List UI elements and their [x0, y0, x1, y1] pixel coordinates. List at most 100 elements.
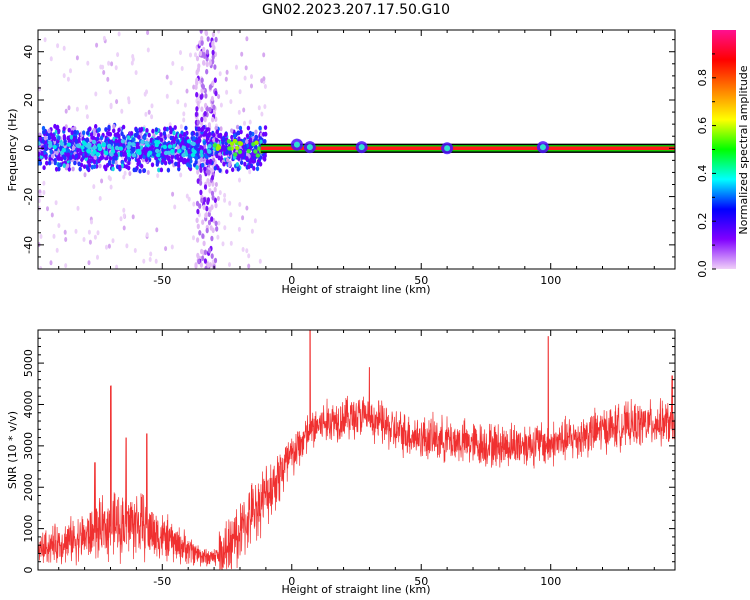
spectrogram-speck [228, 262, 231, 268]
spectrogram-noise-cell [166, 167, 171, 173]
spectrogram-speck [39, 234, 43, 239]
spectrogram-noise-cell [42, 129, 47, 135]
spectrogram-noise-cell [259, 139, 263, 145]
spectrogram-streak-speck [203, 258, 207, 264]
spectrogram-speck [90, 219, 93, 225]
spectrogram-speck [87, 229, 91, 235]
spectrogram-noise-cell [136, 142, 140, 148]
spectrogram-speck [125, 243, 129, 249]
spectrogram-streak-speck [207, 122, 211, 128]
spectrogram-speck [128, 171, 132, 177]
spectrogram-noise-cell [258, 161, 263, 167]
spectrogram-streak-speck [211, 40, 215, 47]
spectrogram-speck [100, 178, 104, 184]
spectrogram-noise-cell [184, 125, 188, 131]
spectrogram-speck [148, 257, 152, 262]
spectrogram-noise-cell [254, 129, 258, 135]
spectrogram-streak-speck [207, 247, 212, 254]
spectrogram-speck [147, 109, 151, 115]
spectrogram-speck [176, 99, 180, 105]
spectrogram-noise-cell [183, 157, 187, 163]
spectrogram-x-tick-label: 50 [414, 274, 428, 287]
spectrogram-speck [105, 244, 108, 250]
spectrogram-speck [243, 120, 246, 126]
spectrogram-streak-speck [213, 186, 217, 193]
spectrogram-noise-cell [258, 125, 262, 131]
spectrogram-speck [263, 84, 267, 89]
spectrogram-streak-speck [210, 253, 214, 259]
spectrogram-speck [247, 263, 251, 269]
spectrogram-streak-speck [211, 195, 215, 201]
colorbar: 0.0 0.2 0.4 0.6 0.8 Normalized spectral ampl… [696, 30, 750, 278]
snr-y-axis-label: SNR (10 * v/v) [6, 411, 19, 489]
colorbar-ticks: 0.0 0.2 0.4 0.6 0.8 [696, 53, 716, 278]
spectrogram-bright-cell [81, 140, 86, 145]
spectrogram-noise-cell [201, 125, 205, 131]
spectrogram-noise-cell [108, 139, 113, 145]
spectrogram-bright-cell [131, 142, 136, 147]
spectrogram-speck [223, 192, 227, 198]
colorbar-label: Normalized spectral amplitude [737, 65, 750, 234]
colorbar-tick-label: 0.6 [696, 117, 709, 135]
spectrogram-bright-cell [212, 143, 218, 148]
spectrogram-speck [179, 172, 183, 178]
spectrogram-bright-cell [170, 148, 175, 154]
spectrogram-speck [49, 56, 53, 62]
spectrogram-speck [216, 196, 220, 201]
spectrogram-speck [219, 102, 223, 108]
spectrogram-noise-cell [263, 125, 268, 130]
spectrogram-speck [109, 184, 113, 190]
spectrogram-bright-cell [75, 143, 81, 148]
spectrogram-streak-speck [199, 262, 203, 268]
spectrogram-noise-cell [77, 154, 81, 160]
spectrogram-noise-cell [247, 164, 251, 170]
spectrogram-bright-cell [131, 153, 137, 158]
spectrogram-noise-cell [107, 161, 112, 166]
spectrogram-speck [106, 76, 110, 82]
spectrogram-streak-speck [207, 219, 212, 226]
spectrogram-bright-cell [120, 139, 126, 144]
spectrogram-streak-speck [194, 111, 198, 118]
spectrogram-speck [250, 83, 253, 89]
spectrogram-noise-cell [96, 132, 101, 138]
spectrogram-noise-cell [154, 155, 158, 161]
spectrogram-noise-cell [139, 145, 144, 150]
spectrogram-speck [122, 213, 126, 219]
spectrogram-noise-cell [54, 166, 59, 172]
snr-x-tick-label: -50 [153, 575, 171, 588]
spectrogram-streak-speck [205, 61, 209, 68]
spectrogram-noise-cell [100, 150, 104, 156]
spectrogram-noise-cell [38, 160, 41, 166]
snr-x-tick-label: 100 [540, 575, 561, 588]
spectrogram-noise-cell [57, 162, 61, 168]
spectrogram-noise-cell [57, 153, 61, 159]
spectrogram-speck [225, 89, 229, 95]
spectrogram-noise-cell [143, 135, 147, 141]
spectrogram-speck [156, 173, 160, 179]
spectrogram-y-tick-label: -20 [22, 188, 35, 206]
snr-series-line [38, 330, 675, 570]
spectrogram-speck [111, 238, 115, 244]
spectrogram-speck [122, 225, 126, 231]
spectrogram-noise-cell [197, 126, 201, 132]
spectrogram-bright-cell [253, 149, 258, 154]
spectrogram-noise-cell [215, 138, 219, 143]
spectrogram-noise-cell [169, 129, 173, 135]
spectrogram-streak-speck [196, 119, 200, 126]
spectrogram-noise-cell [205, 159, 210, 164]
spectrogram-y-tick-label: 40 [22, 45, 35, 59]
spectrogram-noise-cell [66, 152, 70, 158]
spectrogram-speck [54, 200, 58, 206]
spectrogram-noise-cell [50, 153, 55, 159]
spectrogram-bright-cell [233, 152, 238, 157]
spectrogram-noise-cell [134, 127, 139, 133]
spectrogram-speck [218, 190, 222, 196]
spectrogram-noise-cell [104, 127, 108, 132]
spectrogram-bright-cell [95, 152, 100, 157]
spectrogram-spot-core [306, 144, 313, 151]
spectrogram-streak-speck [210, 174, 215, 181]
spectrogram-noise-cell [173, 125, 177, 130]
spectrogram-speck [169, 80, 173, 86]
spectrogram-bright-cell [226, 139, 232, 144]
